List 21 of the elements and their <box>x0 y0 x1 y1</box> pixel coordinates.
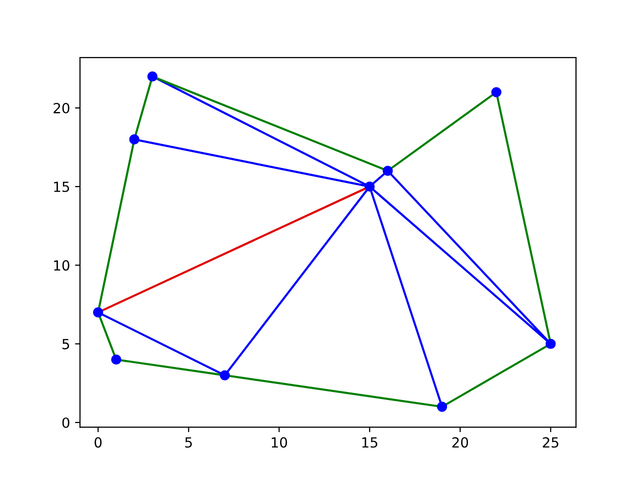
point <box>546 338 556 349</box>
x-tick-label: 0 <box>94 437 102 448</box>
point <box>491 87 502 98</box>
point <box>220 370 230 380</box>
point <box>364 181 375 192</box>
point <box>147 71 158 82</box>
x-tick-label: 10 <box>272 437 288 448</box>
point <box>436 402 448 412</box>
point <box>93 307 104 318</box>
x-tick-label: 20 <box>452 437 468 448</box>
x-tick-label: 15 <box>362 437 378 448</box>
point <box>111 354 122 365</box>
y-tick-label: 15 <box>54 182 70 192</box>
y-tick-label: 20 <box>54 102 70 114</box>
point <box>382 166 393 176</box>
point <box>129 134 140 144</box>
y-tick-label: 0 <box>62 417 70 428</box>
y-tick-label: 10 <box>54 260 70 271</box>
y-tick-label: 5 <box>62 338 70 350</box>
x-tick-label: 5 <box>185 437 192 448</box>
x-tick-label: 25 <box>542 437 558 448</box>
